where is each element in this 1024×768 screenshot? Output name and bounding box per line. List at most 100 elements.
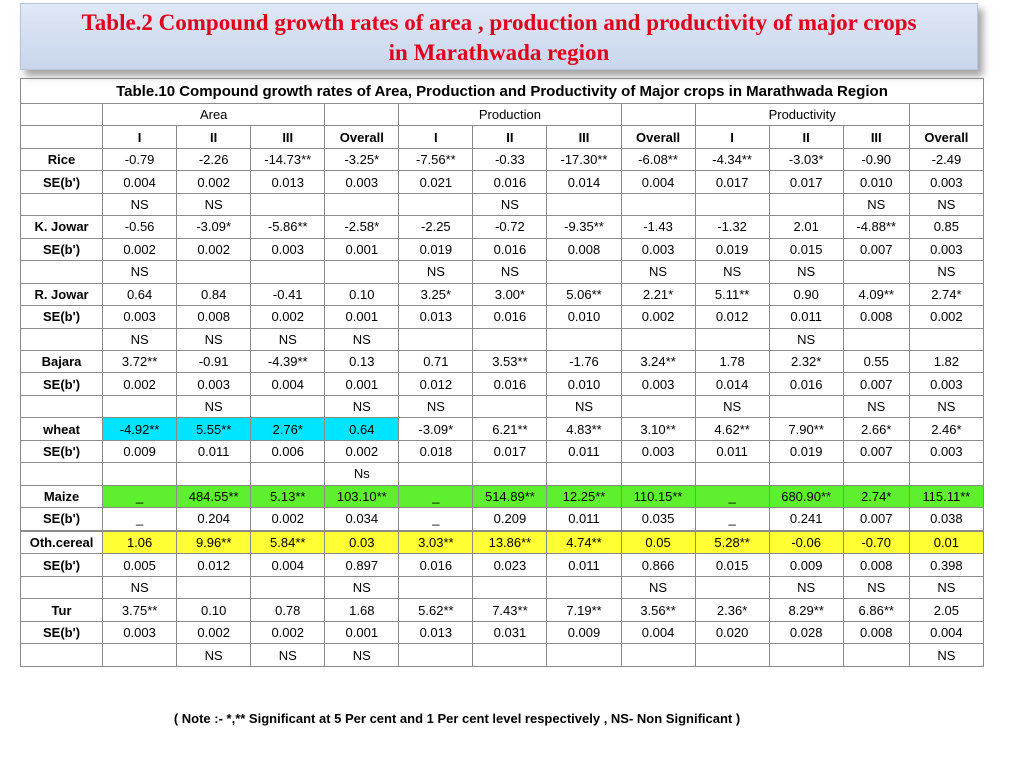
table-cell <box>546 462 622 486</box>
sub-header: I <box>398 125 474 149</box>
table-cell: 0.006 <box>250 439 326 464</box>
sub-header: III <box>842 125 910 149</box>
table-cell: 0.84 <box>176 282 252 307</box>
table-cell: NS <box>546 394 622 419</box>
table-cell: -1.76 <box>546 349 622 374</box>
table-cell: -6.08** <box>620 147 696 172</box>
table-cell: -4.39** <box>250 349 326 374</box>
table-cell: 0.011 <box>176 439 252 464</box>
table-cell: _ <box>694 507 770 531</box>
table-cell: -0.72 <box>472 215 548 239</box>
table-cell: NS <box>176 643 252 667</box>
table-cell <box>398 575 474 600</box>
group-header-blank <box>324 102 400 127</box>
table-cell: 0.023 <box>472 553 548 577</box>
sub-header: Overall <box>908 125 985 149</box>
table-cell: -1.43 <box>620 215 696 239</box>
table-cell: 484.55** <box>176 484 252 509</box>
table-cell: NS <box>908 643 985 667</box>
table-cell: 7.43** <box>472 598 548 622</box>
table-row: Rice -0.79 -2.26 -14.73** -3.25* -7.56** -0.33… <box>19 147 985 172</box>
table-cell: 0.398 <box>908 553 985 577</box>
table-cell: 0.71 <box>398 349 474 374</box>
table-cell: 0.011 <box>546 439 622 464</box>
table-cell: 0.015 <box>768 237 844 262</box>
table-cell <box>768 192 844 217</box>
row-label: Tur <box>19 598 104 622</box>
table-row: SE(b') _ 0.204 0.002 0.034 _ 0.209 0.011 0.035 _ 0… <box>19 507 985 531</box>
table-cell: -0.41 <box>250 282 326 307</box>
table-cell <box>694 192 770 217</box>
table-cell: 0.004 <box>620 170 696 194</box>
table-cell <box>176 462 252 486</box>
table-cell: 0.204 <box>176 507 252 531</box>
table-cell: -14.73** <box>250 147 326 172</box>
table-cell: 0.002 <box>620 305 696 329</box>
table-row: Ns <box>19 462 985 486</box>
table-cell: 9.96** <box>176 530 252 555</box>
table-cell: 0.55 <box>842 349 910 374</box>
row-label <box>19 462 104 486</box>
table-row: NS NS NS NS NS NS <box>19 575 985 600</box>
table-cell: 0.004 <box>620 620 696 645</box>
table-cell: 0.78 <box>250 598 326 622</box>
table-cell: NS <box>908 260 985 284</box>
sub-header: II <box>472 125 548 149</box>
table-cell: 0.019 <box>768 439 844 464</box>
group-header-production: Production <box>398 102 622 127</box>
table-cell: NS <box>620 260 696 284</box>
table-cell: 0.03 <box>324 530 400 555</box>
table-cell: -0.91 <box>176 349 252 374</box>
table-cell <box>176 260 252 284</box>
table-row: Tur 3.75** 0.10 0.78 1.68 5.62** 7.43** 7.19** 3… <box>19 598 985 622</box>
table-cell: 13.86** <box>472 530 548 555</box>
table-cell: 0.016 <box>472 372 548 396</box>
table-cell: NS <box>324 575 400 600</box>
table-cell: 0.002 <box>102 372 178 396</box>
table-cell <box>620 394 696 419</box>
table-cell: 0.001 <box>324 237 400 262</box>
table-cell: -7.56** <box>398 147 474 172</box>
table-cell <box>768 394 844 419</box>
table-cell <box>768 462 844 486</box>
table-cell <box>842 260 910 284</box>
table-cell: 5.28** <box>694 530 770 555</box>
table-cell: 0.001 <box>324 305 400 329</box>
table-cell: 3.00* <box>472 282 548 307</box>
table-cell <box>250 462 326 486</box>
table-cell <box>620 327 696 351</box>
table-cell <box>768 643 844 667</box>
table-cell: 110.15** <box>620 484 696 509</box>
table-cell: 0.10 <box>176 598 252 622</box>
table-cell: 5.62** <box>398 598 474 622</box>
table-cell <box>102 394 178 419</box>
table-row: SE(b') 0.002 0.002 0.003 0.001 0.019 0.016 0.00… <box>19 237 985 262</box>
table-cell <box>102 643 178 667</box>
table-cell: NS <box>768 327 844 351</box>
table-cell: 0.016 <box>472 170 548 194</box>
table-cell: 0.003 <box>620 237 696 262</box>
table-cell: 0.020 <box>694 620 770 645</box>
table-cell: 0.007 <box>842 237 910 262</box>
table-cell: 0.05 <box>620 530 696 555</box>
table-cell: 0.013 <box>250 170 326 194</box>
table-cell: 1.78 <box>694 349 770 374</box>
table-cell: 0.003 <box>250 237 326 262</box>
group-header-area: Area <box>102 102 326 127</box>
table-cell: 2.74* <box>908 282 985 307</box>
table-row: Maize _ 484.55** 5.13** 103.10** _ 514.89** 12.… <box>19 484 985 509</box>
table-cell: 0.004 <box>250 553 326 577</box>
table-row: Bajara 3.72** -0.91 -4.39** 0.13 0.71 3.53** -1… <box>19 349 985 374</box>
table-cell: 0.034 <box>324 507 400 531</box>
table-cell: 0.897 <box>324 553 400 577</box>
table-cell: 0.017 <box>694 170 770 194</box>
table-cell <box>694 575 770 600</box>
table-cell: 0.035 <box>620 507 696 531</box>
table-cell: 2.01 <box>768 215 844 239</box>
table-cell: 2.66* <box>842 417 910 441</box>
table-cell <box>620 192 696 217</box>
table-cell: 0.003 <box>620 439 696 464</box>
table-cell: 7.90** <box>768 417 844 441</box>
table-cell <box>620 643 696 667</box>
table-row: SE(b') 0.009 0.011 0.006 0.002 0.018 0.017 0.01… <box>19 439 985 464</box>
